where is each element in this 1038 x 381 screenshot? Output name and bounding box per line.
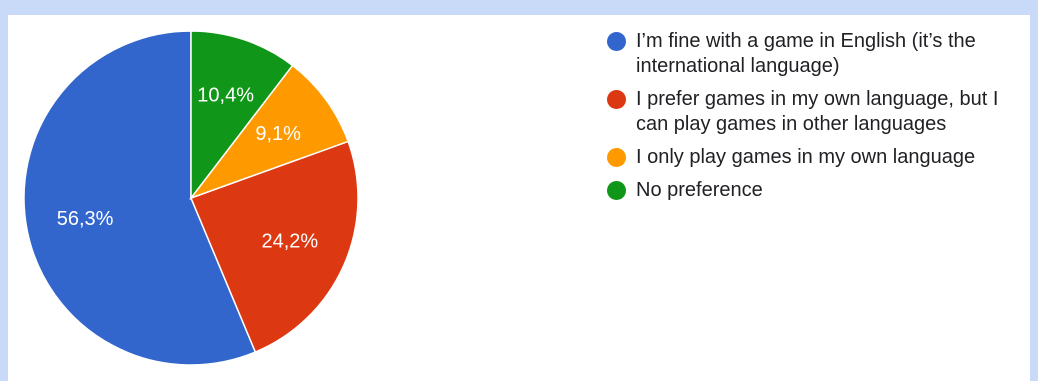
legend-item-prefer-own-language[interactable]: I prefer games in my own language, but I… (607, 87, 1027, 137)
legend-label: I’m fine with a game in English (it’s th… (636, 30, 976, 77)
legend-label: I only play games in my own language (636, 146, 976, 168)
pie-label-prefer-own-language: 24,2% (261, 231, 318, 253)
legend-swatch-red (607, 90, 626, 109)
legend-item-only-own-language[interactable]: I only play games in my own language (607, 145, 1027, 170)
pie-slice-prefer-own-language[interactable] (190, 140, 359, 354)
legend-item-english-fine[interactable]: I’m fine with a game in English (it’s th… (607, 29, 1027, 79)
legend-swatch-green (607, 181, 626, 200)
legend-label: I prefer games in my own language, but I… (636, 88, 999, 135)
legend-label: No preference (636, 179, 763, 201)
legend-item-no-preference[interactable]: No preference (607, 178, 1027, 203)
legend-swatch-orange (607, 148, 626, 167)
pie-slice-english-fine[interactable] (23, 30, 257, 366)
legend: I’m fine with a game in English (it’s th… (607, 29, 1027, 211)
pie-label-no-preference: 10,4% (197, 85, 254, 107)
pie-label-english-fine: 56,3% (57, 208, 114, 230)
pie-slice-only-own-language[interactable] (188, 64, 350, 200)
pie-label-only-own-language: 9,1% (255, 123, 301, 145)
legend-swatch-blue (607, 32, 626, 51)
pie-slice-no-preference[interactable] (190, 30, 294, 201)
